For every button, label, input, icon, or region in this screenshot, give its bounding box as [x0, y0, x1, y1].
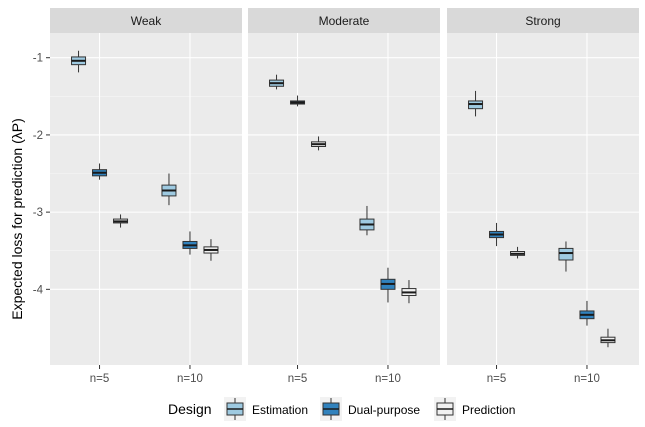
x-tick-label: n=10 [574, 373, 600, 385]
facet-panel-strong: Strong n=5 n=10 [447, 8, 639, 385]
legend-item-prediction: Prediction [434, 397, 515, 421]
x-tick-label: n=10 [375, 373, 401, 385]
legend-item-dual-purpose: Dual-purpose [320, 397, 420, 421]
box-estimation-n5 [71, 50, 87, 73]
legend-title: Design [168, 401, 212, 417]
facet-panels: Weak n=5 n=10 Moderate n=5 n=10 Strong n=5 n=10 -… [33, 8, 639, 385]
box-prediction-n10 [600, 328, 616, 348]
box-estimation-n10 [359, 205, 375, 236]
y-tick-label: -2 [33, 130, 43, 142]
panel-background [447, 33, 639, 365]
y-axis: -1 -2 -3 -4 [33, 53, 50, 296]
box-estimation-n10 [161, 173, 177, 206]
panel-background [248, 33, 440, 365]
box-estimation-n5 [468, 90, 484, 117]
box-estimation-n5 [269, 74, 285, 90]
box-dual-purpose-n5 [92, 163, 108, 180]
box-prediction-n10 [203, 239, 219, 261]
y-tick-label: -4 [33, 284, 44, 296]
legend: Design Estimation Dual-purpose Prediction [168, 397, 515, 421]
x-tick-label: n=5 [288, 373, 308, 385]
box-estimation-n10 [558, 241, 574, 272]
facet-strip [447, 8, 639, 33]
legend-item-estimation: Estimation [224, 397, 308, 421]
panel-background [50, 33, 242, 365]
facet-strip-label: Moderate [319, 14, 370, 28]
x-tick-label: n=10 [177, 373, 203, 385]
box-prediction-n5 [510, 246, 526, 259]
y-axis-title: Expected loss for prediction (λP) [9, 118, 25, 320]
y-tick-label: -3 [33, 207, 43, 219]
facet-strip [50, 8, 242, 33]
legend-label: Dual-purpose [348, 403, 420, 417]
box-dual-purpose-n10 [579, 300, 595, 326]
box-dual-purpose-n5 [290, 95, 306, 107]
facet-strip [248, 8, 440, 33]
box-prediction-n10 [401, 280, 417, 304]
box-body [558, 247, 574, 261]
x-tick-label: n=5 [487, 373, 507, 385]
x-tick-label: n=5 [90, 373, 110, 385]
box-dual-purpose-n10 [380, 267, 396, 303]
box-prediction-n5 [311, 136, 327, 151]
box-prediction-n5 [113, 214, 129, 228]
box-dual-purpose-n5 [489, 222, 505, 247]
box-dual-purpose-n10 [182, 231, 198, 255]
legend-label: Estimation [252, 403, 308, 417]
facet-panel-moderate: Moderate n=5 n=10 [248, 8, 440, 385]
facet-panel-weak: Weak n=5 n=10 [50, 8, 242, 385]
facet-strip-label: Strong [525, 14, 560, 28]
facet-strip-label: Weak [131, 14, 162, 28]
y-tick-label: -1 [33, 53, 43, 65]
legend-label: Prediction [462, 403, 515, 417]
